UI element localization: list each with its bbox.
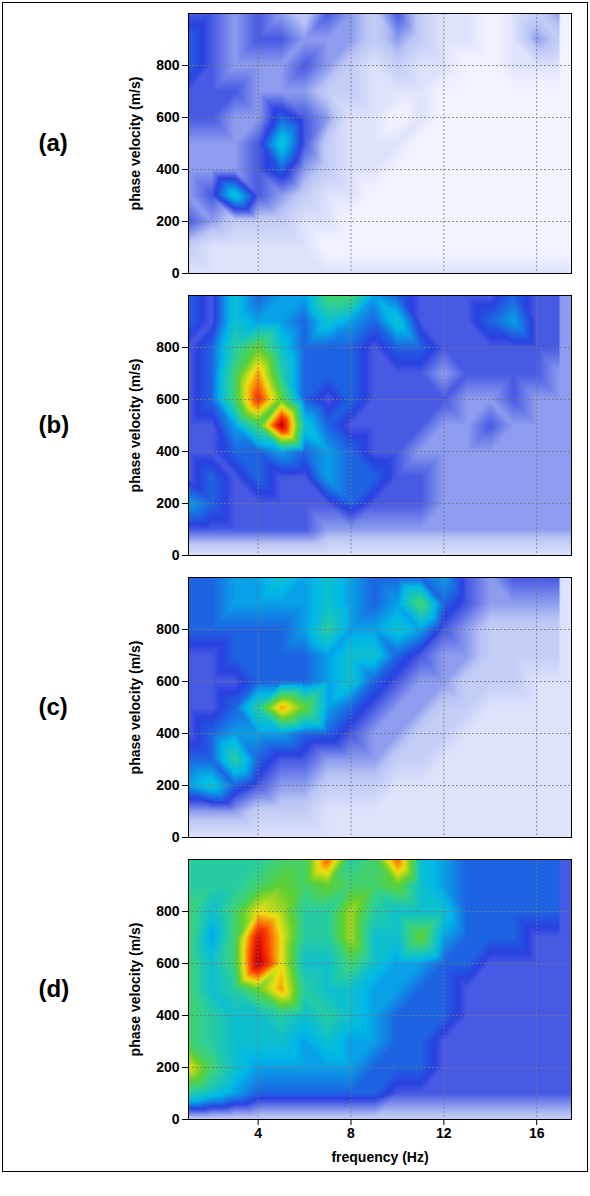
svg-text:0: 0 xyxy=(172,547,180,563)
svg-text:(b): (b) xyxy=(39,411,70,438)
svg-text:200: 200 xyxy=(156,1059,180,1075)
svg-text:0: 0 xyxy=(172,265,180,281)
svg-text:200: 200 xyxy=(156,777,180,793)
svg-text:400: 400 xyxy=(156,161,180,177)
svg-text:phase velocity (m/s): phase velocity (m/s) xyxy=(127,359,143,493)
svg-text:4: 4 xyxy=(254,1125,262,1141)
svg-text:phase velocity (m/s): phase velocity (m/s) xyxy=(127,77,143,211)
svg-text:600: 600 xyxy=(156,955,180,971)
svg-text:(c): (c) xyxy=(39,693,68,720)
svg-text:800: 800 xyxy=(156,57,180,73)
svg-text:800: 800 xyxy=(156,903,180,919)
svg-text:600: 600 xyxy=(156,109,180,125)
svg-text:600: 600 xyxy=(156,673,180,689)
svg-text:phase velocity (m/s): phase velocity (m/s) xyxy=(127,923,143,1057)
svg-text:200: 200 xyxy=(156,213,180,229)
svg-text:800: 800 xyxy=(156,621,180,637)
svg-text:frequency (Hz): frequency (Hz) xyxy=(331,1149,428,1165)
svg-text:phase velocity (m/s): phase velocity (m/s) xyxy=(127,641,143,775)
svg-text:0: 0 xyxy=(172,1111,180,1127)
svg-text:800: 800 xyxy=(156,339,180,355)
svg-text:0: 0 xyxy=(172,829,180,845)
svg-text:12: 12 xyxy=(436,1125,452,1141)
svg-text:200: 200 xyxy=(156,495,180,511)
svg-text:16: 16 xyxy=(529,1125,545,1141)
svg-text:400: 400 xyxy=(156,1007,180,1023)
svg-text:400: 400 xyxy=(156,443,180,459)
svg-text:8: 8 xyxy=(347,1125,355,1141)
svg-text:(a): (a) xyxy=(39,129,68,156)
svg-text:400: 400 xyxy=(156,725,180,741)
svg-text:(d): (d) xyxy=(39,975,70,1002)
svg-text:600: 600 xyxy=(156,391,180,407)
